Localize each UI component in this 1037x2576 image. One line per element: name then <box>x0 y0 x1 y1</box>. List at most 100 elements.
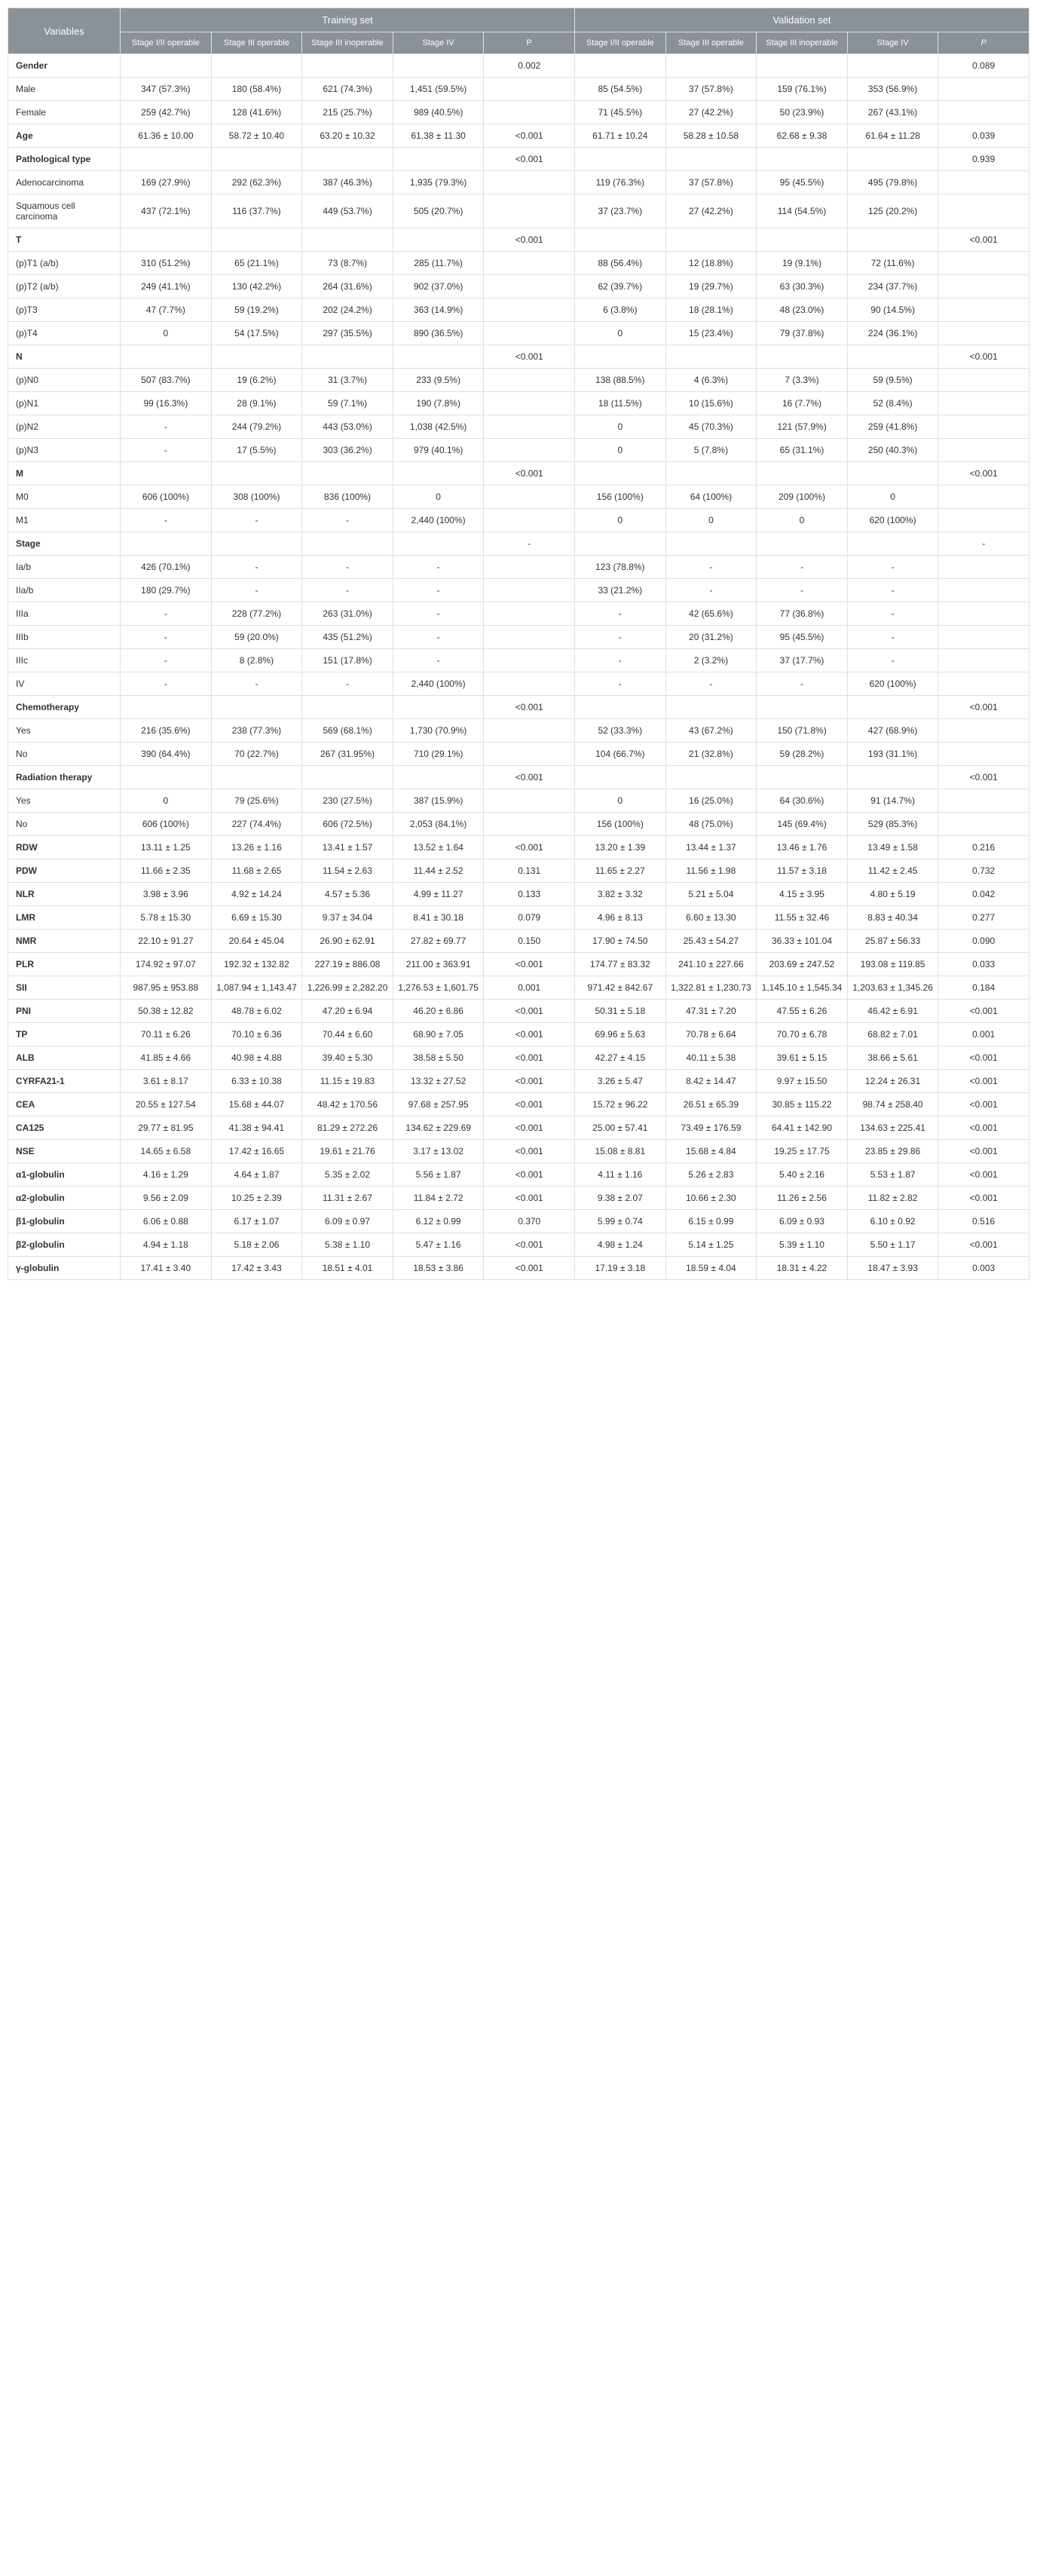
data-cell: 8.41 ± 30.18 <box>393 906 484 930</box>
data-cell: 11.68 ± 2.65 <box>211 859 302 883</box>
data-cell: 3.26 ± 5.47 <box>575 1070 666 1093</box>
table-row: Age61.36 ± 10.0058.72 ± 10.4063.20 ± 10.… <box>8 124 1029 148</box>
data-cell <box>665 54 757 78</box>
table-row: (p)N2-244 (79.2%)443 (53.0%)1,038 (42.5%… <box>8 415 1029 439</box>
data-cell <box>757 148 848 171</box>
data-cell: 61.36 ± 10.00 <box>121 124 212 148</box>
data-cell: 58.28 ± 10.58 <box>665 124 757 148</box>
data-cell: 437 (72.1%) <box>121 195 212 228</box>
data-cell: 20 (31.2%) <box>665 626 757 649</box>
data-cell: - <box>938 532 1029 556</box>
variable-label: Age <box>8 124 121 148</box>
variable-label: Pathological type <box>8 148 121 171</box>
data-cell: 190 (7.8%) <box>393 392 484 415</box>
data-cell: 449 (53.7%) <box>302 195 393 228</box>
sub-header: Stage III operable <box>211 32 302 54</box>
data-cell <box>938 649 1029 672</box>
data-cell <box>393 462 484 485</box>
data-cell: 0.090 <box>938 930 1029 953</box>
data-cell: 104 (66.7%) <box>575 743 666 766</box>
variable-label: γ-globulin <box>8 1257 121 1280</box>
data-cell: 47.31 ± 7.20 <box>665 1000 757 1023</box>
data-cell: 0 <box>121 322 212 345</box>
data-cell <box>302 148 393 171</box>
data-cell: 1,203.63 ± 1,345.26 <box>847 976 938 1000</box>
data-cell: 1,038 (42.5%) <box>393 415 484 439</box>
data-cell <box>847 345 938 369</box>
data-cell: 292 (62.3%) <box>211 171 302 195</box>
data-cell: 621 (74.3%) <box>302 78 393 101</box>
data-cell <box>847 462 938 485</box>
data-cell: 11.44 ± 2.52 <box>393 859 484 883</box>
data-cell <box>847 532 938 556</box>
data-cell: 989 (40.5%) <box>393 101 484 124</box>
data-cell: 606 (100%) <box>121 813 212 836</box>
table-row: Radiation therapy<0.001<0.001 <box>8 766 1029 789</box>
data-cell: - <box>393 626 484 649</box>
data-cell: 47.55 ± 6.26 <box>757 1000 848 1023</box>
data-cell: 5.47 ± 1.16 <box>393 1233 484 1257</box>
table-row: (p)N3-17 (5.5%)303 (36.2%)979 (40.1%)05 … <box>8 439 1029 462</box>
data-cell: 387 (15.9%) <box>393 789 484 813</box>
data-cell <box>302 696 393 719</box>
data-cell: <0.001 <box>938 1046 1029 1070</box>
data-cell: <0.001 <box>484 1187 575 1210</box>
data-cell: 121 (57.9%) <box>757 415 848 439</box>
data-cell: 1,145.10 ± 1,545.34 <box>757 976 848 1000</box>
variable-label: (p)N3 <box>8 439 121 462</box>
data-cell: 971.42 ± 842.67 <box>575 976 666 1000</box>
data-cell: <0.001 <box>484 1163 575 1187</box>
data-cell: 233 (9.5%) <box>393 369 484 392</box>
data-cell: 285 (11.7%) <box>393 252 484 275</box>
table-row: α1-globulin4.16 ± 1.294.64 ± 1.875.35 ± … <box>8 1163 1029 1187</box>
data-cell: <0.001 <box>484 1116 575 1140</box>
table-row: Gender0.0020.089 <box>8 54 1029 78</box>
data-cell: 2,053 (84.1%) <box>393 813 484 836</box>
data-cell <box>484 101 575 124</box>
data-cell: 17.42 ± 3.43 <box>211 1257 302 1280</box>
data-cell <box>211 462 302 485</box>
data-cell: - <box>393 649 484 672</box>
data-cell: 13.52 ± 1.64 <box>393 836 484 859</box>
table-row: M1---2,440 (100%)000620 (100%) <box>8 509 1029 532</box>
variable-label: T <box>8 228 121 252</box>
data-cell: - <box>575 672 666 696</box>
data-cell: 70.11 ± 6.26 <box>121 1023 212 1046</box>
data-cell: 0.033 <box>938 953 1029 976</box>
data-cell: 2,440 (100%) <box>393 672 484 696</box>
sub-header: Stage I/II operable <box>575 32 666 54</box>
data-cell: <0.001 <box>484 953 575 976</box>
data-cell <box>938 369 1029 392</box>
table-row: NSE14.65 ± 6.5817.42 ± 16.6519.61 ± 21.7… <box>8 1140 1029 1163</box>
data-cell: 64.41 ± 142.90 <box>757 1116 848 1140</box>
data-cell: 18.59 ± 4.04 <box>665 1257 757 1280</box>
data-cell: 2,440 (100%) <box>393 509 484 532</box>
variable-label: (p)T1 (a/b) <box>8 252 121 275</box>
data-cell: - <box>665 556 757 579</box>
data-cell: 263 (31.0%) <box>302 602 393 626</box>
data-cell: 1,276.53 ± 1,601.75 <box>393 976 484 1000</box>
data-cell: - <box>121 509 212 532</box>
data-cell: 40.98 ± 4.88 <box>211 1046 302 1070</box>
data-cell: 4.80 ± 5.19 <box>847 883 938 906</box>
data-cell: 119 (76.3%) <box>575 171 666 195</box>
variable-label: Yes <box>8 719 121 743</box>
data-cell: - <box>575 626 666 649</box>
data-cell: 1,730 (70.9%) <box>393 719 484 743</box>
data-cell: 73 (8.7%) <box>302 252 393 275</box>
data-cell <box>847 228 938 252</box>
variable-label: SII <box>8 976 121 1000</box>
table-row: (p)T1 (a/b)310 (51.2%)65 (21.1%)73 (8.7%… <box>8 252 1029 275</box>
data-cell: 25.87 ± 56.33 <box>847 930 938 953</box>
data-cell: 0 <box>575 509 666 532</box>
data-cell: 20.64 ± 45.04 <box>211 930 302 953</box>
data-cell: 0 <box>575 322 666 345</box>
data-cell: 95 (45.5%) <box>757 171 848 195</box>
data-cell <box>938 789 1029 813</box>
data-cell <box>938 299 1029 322</box>
data-cell <box>938 252 1029 275</box>
data-cell: 65 (31.1%) <box>757 439 848 462</box>
data-cell: 63.20 ± 10.32 <box>302 124 393 148</box>
data-cell: 4.11 ± 1.16 <box>575 1163 666 1187</box>
data-cell: 4 (6.3%) <box>665 369 757 392</box>
